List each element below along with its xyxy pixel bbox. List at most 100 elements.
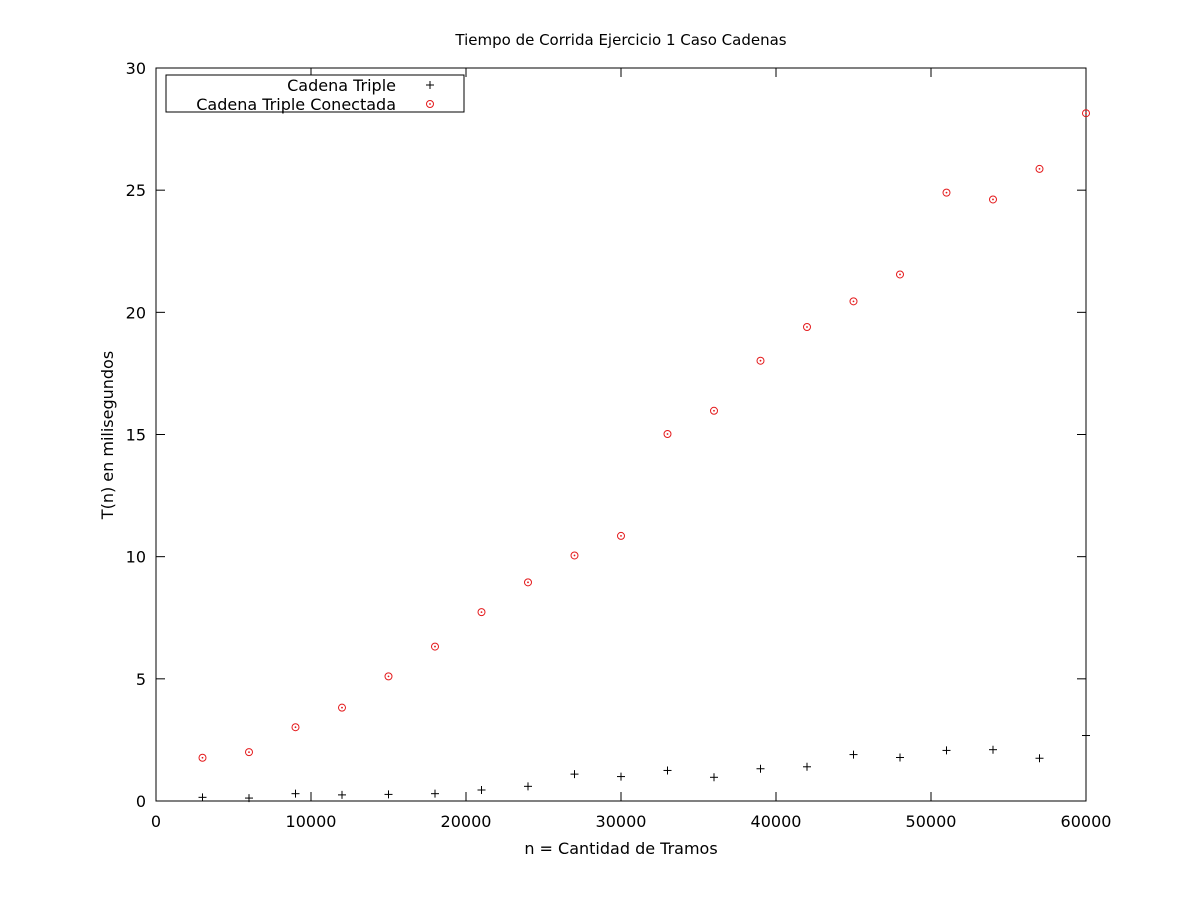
point-cadena-triple (1082, 731, 1090, 740)
circle-dot (620, 534, 622, 537)
circle-dot (294, 726, 297, 729)
circle-dot (945, 191, 948, 194)
point-cadena-triple (803, 762, 811, 771)
point-cadena-triple (1035, 754, 1044, 763)
point-cadena-triple (524, 782, 532, 791)
circle-ring (942, 188, 951, 197)
circle-ring (338, 703, 346, 712)
circle-ring (384, 672, 393, 681)
circle-ring (431, 642, 439, 651)
circle-dot (201, 756, 204, 759)
circle-dot (1085, 112, 1087, 115)
point-cadena-triple (942, 746, 951, 755)
point-cadena-triple-conectada (477, 608, 486, 617)
point-cadena-triple (198, 793, 207, 802)
legend-marker-plus (426, 81, 434, 89)
point-cadena-triple-conectada (1035, 164, 1044, 173)
point-cadena-triple-conectada (338, 703, 346, 712)
circle-ring (849, 297, 858, 306)
legend: Cadena Triple Cadena Triple Conectada (165, 74, 465, 114)
point-cadena-triple (849, 750, 858, 759)
point-cadena-triple-conectada (570, 551, 579, 560)
circle-dot (806, 326, 808, 328)
circle-dot (899, 273, 901, 276)
y-tick-label: 30 (126, 59, 146, 78)
chart-title: Tiempo de Corrida Ejercicio 1 Caso Caden… (454, 31, 786, 49)
circle-dot (666, 433, 669, 435)
x-tick-label: 50000 (906, 812, 957, 831)
circle-dot (341, 706, 343, 709)
circle-ring (291, 723, 300, 732)
data-points (198, 109, 1090, 803)
x-tick-label: 10000 (286, 812, 337, 831)
circle-dot (713, 409, 715, 412)
y-tick-label: 5 (136, 670, 146, 689)
x-tick-label: 0 (151, 812, 161, 831)
circle-dot (573, 554, 576, 557)
point-cadena-triple-conectada (989, 195, 997, 204)
y-tick-label: 0 (136, 792, 146, 811)
point-cadena-triple (477, 786, 486, 795)
circle-ring (524, 578, 532, 587)
circle-ring (663, 430, 672, 439)
circle-ring (1035, 164, 1044, 173)
circle-ring (426, 100, 434, 108)
point-cadena-triple-conectada (245, 748, 253, 757)
circle-ring (617, 531, 625, 540)
circle-ring (989, 195, 997, 204)
circle-dot (434, 645, 436, 648)
x-tick-label: 30000 (596, 812, 647, 831)
circle-dot (429, 103, 431, 105)
circle-ring (710, 406, 718, 415)
point-cadena-triple-conectada (896, 270, 904, 279)
point-cadena-triple-conectada (198, 753, 207, 762)
circle-ring (803, 322, 811, 331)
circle-dot (852, 300, 855, 303)
y-tick-label: 15 (126, 426, 146, 445)
axis-ticks: 0 10000 20000 30000 40000 50000 60000 0 5 10 15 20 2… (126, 59, 1112, 831)
point-cadena-triple-conectada (384, 672, 393, 681)
legend-circle-marker (426, 100, 434, 108)
x-tick-label: 20000 (441, 812, 492, 831)
point-cadena-triple-conectada (1082, 109, 1090, 118)
circle-ring (756, 356, 765, 365)
circle-ring (896, 270, 904, 279)
point-cadena-triple-conectada (663, 430, 672, 439)
circle-ring (1082, 109, 1090, 118)
point-cadena-triple (384, 790, 393, 799)
point-cadena-triple (431, 789, 439, 798)
point-cadena-triple-conectada (803, 322, 811, 331)
x-tick-label: 40000 (751, 812, 802, 831)
point-cadena-triple-conectada (710, 406, 718, 415)
y-tick-label: 20 (126, 303, 146, 322)
point-cadena-triple-conectada (617, 531, 625, 540)
point-cadena-triple (663, 766, 672, 775)
point-cadena-triple (245, 794, 253, 803)
circle-ring (198, 753, 207, 762)
point-cadena-triple (896, 753, 904, 762)
circle-ring (570, 551, 579, 560)
legend-plus-marker (426, 81, 434, 89)
plot-frame (155, 67, 1087, 802)
legend-box (165, 74, 465, 113)
x-tick-label: 60000 (1061, 812, 1112, 831)
point-cadena-triple-conectada (942, 188, 951, 197)
point-cadena-triple-conectada (291, 723, 300, 732)
circle-dot (480, 611, 483, 614)
point-cadena-triple (570, 770, 579, 779)
circle-dot (387, 675, 390, 678)
point-cadena-triple (989, 745, 997, 754)
circle-dot (759, 359, 762, 362)
point-cadena-triple (756, 764, 765, 773)
point-cadena-triple (710, 773, 718, 782)
point-cadena-triple-conectada (756, 356, 765, 365)
y-tick-label: 10 (126, 548, 146, 567)
legend-label-cadena-triple-conectada: Cadena Triple Conectada (196, 95, 396, 114)
point-cadena-triple (338, 790, 346, 799)
legend-label-cadena-triple: Cadena Triple (287, 76, 396, 95)
circle-dot (1038, 168, 1041, 170)
circle-dot (527, 581, 529, 584)
point-cadena-triple-conectada (431, 642, 439, 651)
legend-marker-circle (426, 100, 434, 108)
